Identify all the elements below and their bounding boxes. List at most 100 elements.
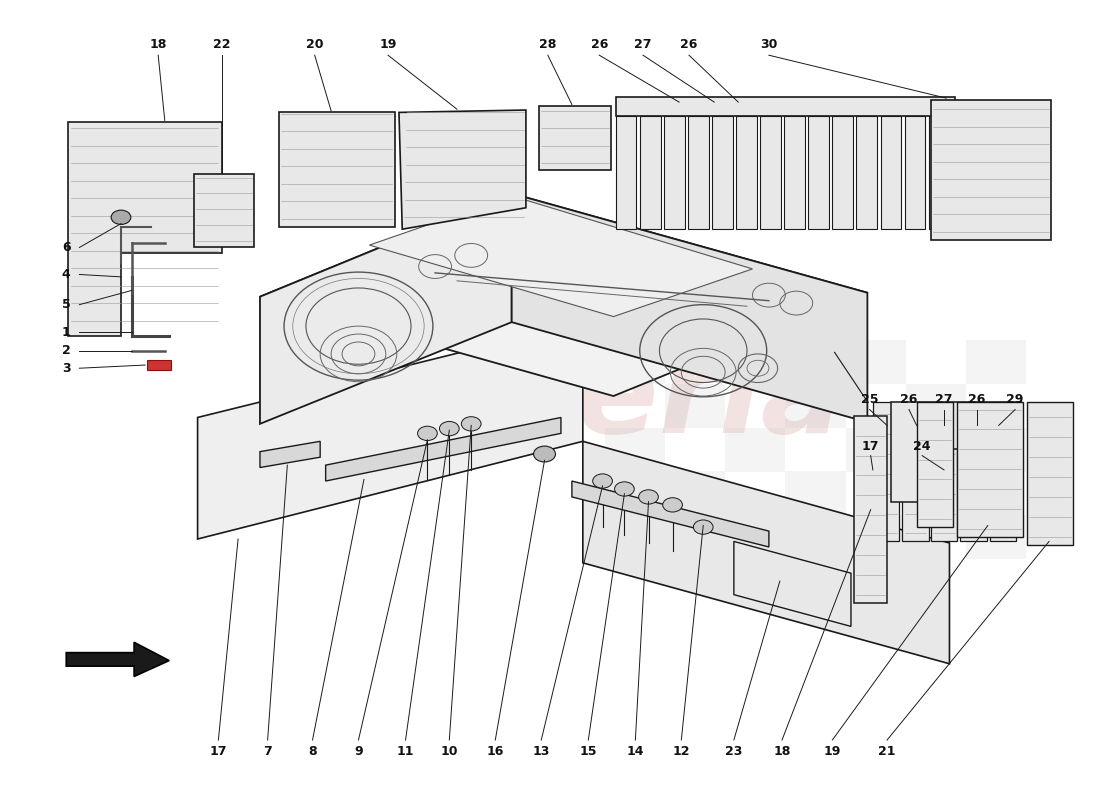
Polygon shape: [880, 115, 901, 229]
Bar: [605, 515, 664, 559]
Polygon shape: [931, 100, 1052, 239]
Text: 7: 7: [263, 745, 272, 758]
Bar: [785, 384, 846, 428]
Bar: [966, 428, 1026, 471]
Polygon shape: [857, 115, 877, 229]
Text: 14: 14: [627, 745, 645, 758]
Text: 17: 17: [210, 745, 227, 758]
Text: 18: 18: [150, 38, 167, 50]
Text: 30: 30: [760, 38, 778, 50]
Circle shape: [440, 422, 459, 436]
Text: 8: 8: [308, 745, 317, 758]
Text: 19: 19: [379, 38, 397, 50]
Polygon shape: [931, 402, 957, 542]
Text: 27: 27: [935, 394, 953, 406]
Bar: [846, 341, 905, 384]
Polygon shape: [902, 402, 928, 542]
Polygon shape: [539, 106, 612, 170]
Text: 24: 24: [913, 439, 931, 453]
Polygon shape: [990, 402, 1016, 542]
Bar: [846, 515, 905, 559]
Bar: [664, 471, 725, 515]
Polygon shape: [260, 194, 512, 424]
Bar: [725, 341, 785, 384]
Text: 2: 2: [62, 344, 70, 358]
Polygon shape: [663, 115, 684, 229]
Polygon shape: [640, 115, 660, 229]
Bar: [725, 428, 785, 471]
Polygon shape: [66, 642, 169, 677]
Polygon shape: [198, 322, 583, 539]
Bar: [966, 341, 1026, 384]
Text: 29: 29: [1006, 394, 1024, 406]
Polygon shape: [904, 115, 925, 229]
Circle shape: [615, 482, 635, 496]
Text: 20: 20: [306, 38, 323, 50]
Polygon shape: [583, 442, 949, 664]
Bar: [147, 360, 172, 370]
Text: 27: 27: [635, 38, 652, 50]
Text: 6: 6: [62, 241, 70, 254]
Polygon shape: [688, 115, 708, 229]
Polygon shape: [916, 402, 953, 527]
Text: 26: 26: [900, 394, 917, 406]
Text: 15: 15: [580, 745, 597, 758]
Polygon shape: [260, 194, 868, 396]
Polygon shape: [760, 115, 781, 229]
Circle shape: [111, 210, 131, 225]
Polygon shape: [855, 416, 887, 602]
Polygon shape: [928, 115, 949, 229]
Polygon shape: [808, 115, 829, 229]
Polygon shape: [195, 174, 254, 247]
Text: 16: 16: [486, 745, 504, 758]
Text: 12: 12: [672, 745, 690, 758]
Text: 18: 18: [773, 745, 791, 758]
Circle shape: [461, 417, 481, 431]
Polygon shape: [712, 115, 733, 229]
Text: 21: 21: [878, 745, 895, 758]
Polygon shape: [957, 402, 1023, 537]
Text: 23: 23: [725, 745, 742, 758]
Bar: [664, 384, 725, 428]
Circle shape: [639, 490, 658, 504]
Bar: [846, 428, 905, 471]
Text: 13: 13: [532, 745, 550, 758]
Bar: [725, 515, 785, 559]
Bar: [966, 515, 1026, 559]
Circle shape: [662, 498, 682, 512]
Text: 25: 25: [861, 394, 878, 406]
Text: 9: 9: [354, 745, 363, 758]
Polygon shape: [512, 194, 868, 422]
Bar: [785, 471, 846, 515]
Text: 4: 4: [62, 268, 70, 281]
Text: 26: 26: [968, 394, 986, 406]
Text: 11: 11: [397, 745, 415, 758]
Polygon shape: [784, 115, 805, 229]
Text: 26: 26: [680, 38, 697, 50]
Polygon shape: [68, 122, 222, 337]
Polygon shape: [399, 110, 526, 229]
Polygon shape: [278, 113, 395, 227]
Polygon shape: [833, 115, 854, 229]
Polygon shape: [960, 402, 987, 542]
Polygon shape: [616, 115, 637, 229]
Bar: [905, 471, 966, 515]
Polygon shape: [572, 481, 769, 547]
Text: 19: 19: [824, 745, 842, 758]
Bar: [905, 384, 966, 428]
Bar: [605, 428, 664, 471]
Circle shape: [693, 520, 713, 534]
Polygon shape: [370, 196, 752, 317]
Circle shape: [593, 474, 613, 488]
Polygon shape: [891, 402, 1021, 502]
Text: 22: 22: [213, 38, 230, 50]
Text: 28: 28: [539, 38, 557, 50]
Polygon shape: [734, 542, 851, 626]
Polygon shape: [873, 402, 899, 542]
Polygon shape: [260, 442, 320, 467]
Polygon shape: [326, 418, 561, 481]
Polygon shape: [616, 97, 955, 115]
Text: scuderia: scuderia: [256, 342, 844, 458]
Circle shape: [418, 426, 438, 441]
Text: 5: 5: [62, 298, 70, 311]
